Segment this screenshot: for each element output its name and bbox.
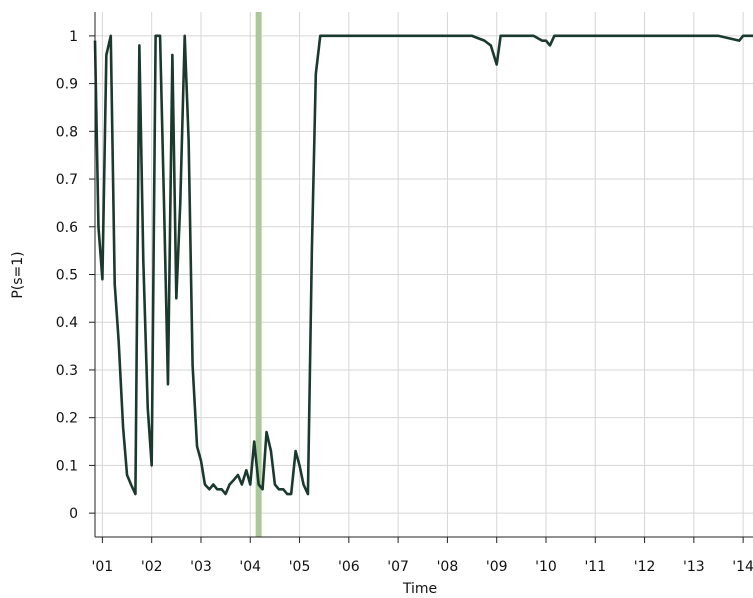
- y-tick-label: 0.3: [56, 363, 78, 379]
- x-tick-label: '13: [683, 559, 705, 575]
- x-tick-label: '01: [92, 559, 114, 575]
- x-tick-label: '03: [190, 559, 212, 575]
- x-tick-label: '14: [732, 559, 753, 575]
- x-tick-label: '12: [634, 559, 656, 575]
- x-tick-label: '08: [437, 559, 459, 575]
- y-tick-label: 0.7: [56, 172, 78, 188]
- y-tick-label: 0.8: [56, 124, 78, 140]
- x-tick-label: '09: [486, 559, 508, 575]
- x-tick-label: '07: [387, 559, 409, 575]
- y-tick-label: 0.9: [56, 77, 78, 93]
- series-line: [93, 34, 753, 496]
- x-tick-labels: '01 '02 '03 '04 '05 '06 '07 '08 '09 '10 '11 '12 '13 '…: [92, 559, 753, 575]
- x-tick-label: '05: [289, 559, 311, 575]
- x-axis-title: Time: [402, 581, 437, 597]
- y-axis-title: P(s=1): [10, 251, 26, 298]
- y-tick-label: 0.4: [56, 315, 78, 331]
- x-tick-label: '11: [584, 559, 606, 575]
- axes: [89, 12, 753, 543]
- x-tick-label: '06: [338, 559, 360, 575]
- y-tick-label: 0.2: [56, 411, 78, 427]
- y-tick-label: 0.6: [56, 220, 78, 236]
- x-tick-label: '02: [141, 559, 163, 575]
- y-tick-label: 0: [69, 506, 78, 522]
- x-tick-label: '04: [239, 559, 261, 575]
- y-tick-labels: 0 0.1 0.2 0.3 0.4 0.5 0.6 0.7 0.8 0.9 1: [56, 29, 78, 522]
- grid: [95, 12, 753, 537]
- y-tick-label: 1: [69, 29, 78, 45]
- y-tick-label: 0.5: [56, 268, 78, 284]
- y-tick-label: 0.1: [56, 458, 78, 474]
- series-layer: [93, 34, 753, 496]
- x-tick-label: '10: [535, 559, 557, 575]
